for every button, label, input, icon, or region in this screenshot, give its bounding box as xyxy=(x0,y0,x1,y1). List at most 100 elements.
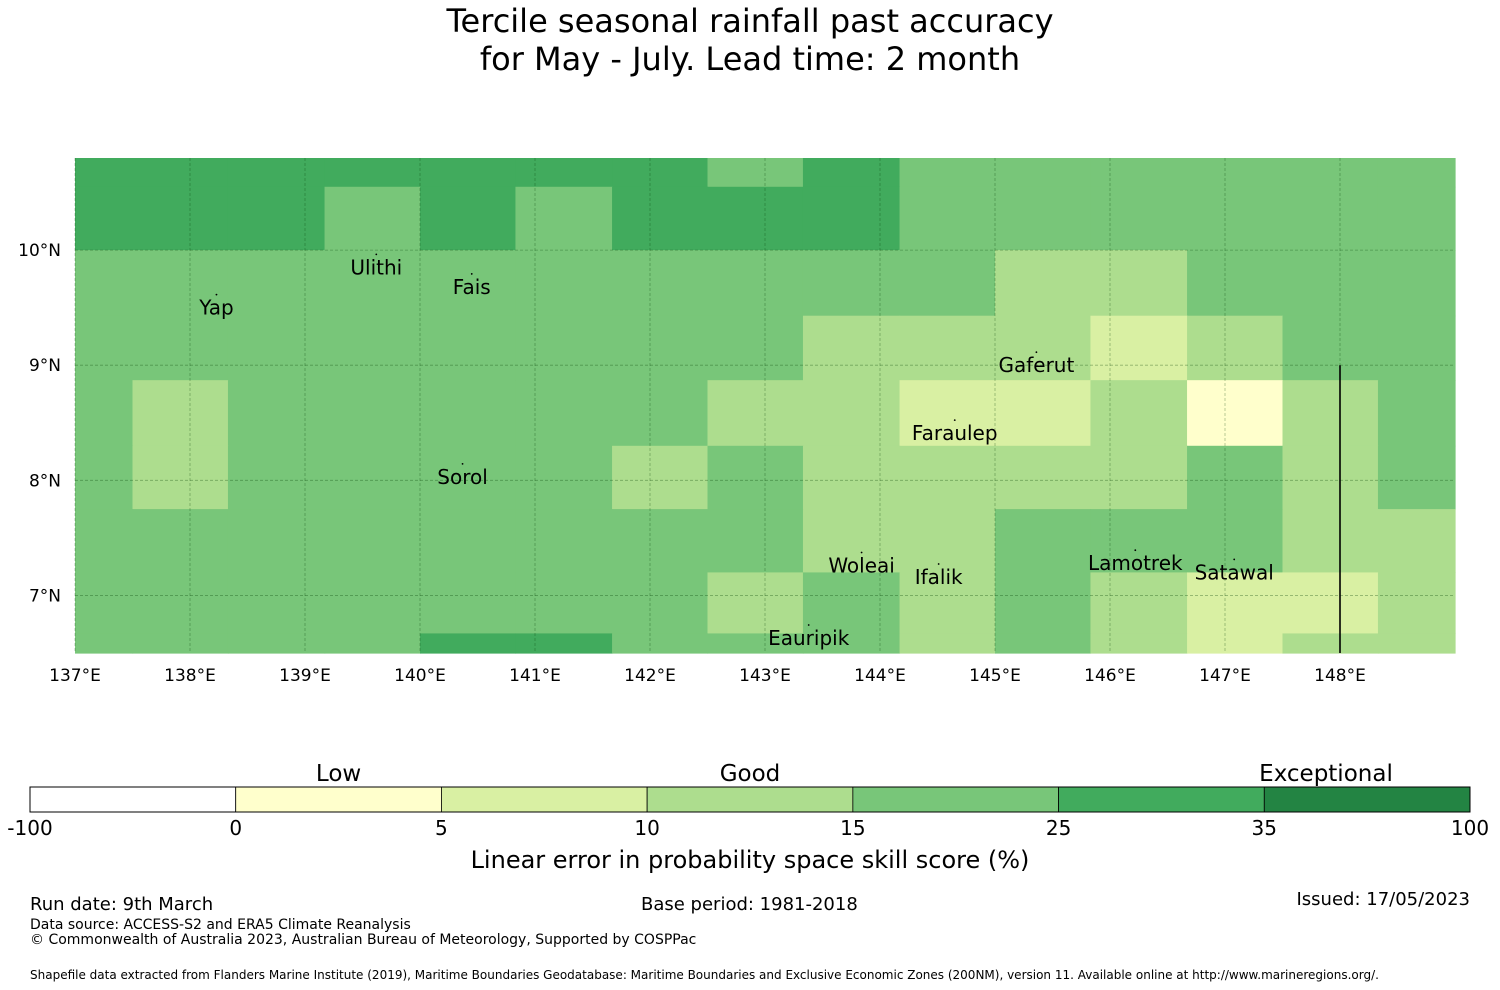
skill-cell xyxy=(612,633,709,654)
skill-cell xyxy=(132,250,229,317)
skill-cell xyxy=(1090,509,1188,574)
skill-cell xyxy=(1377,158,1456,188)
skill-cell xyxy=(420,633,517,654)
colorbar-frame xyxy=(29,786,1471,813)
skill-cell xyxy=(1187,633,1284,654)
skill-cell xyxy=(75,380,134,447)
skill-cell xyxy=(995,509,1092,574)
longitude-tick-label: 140°E xyxy=(394,666,446,686)
copyright: © Commonwealth of Australia 2023, Austra… xyxy=(30,932,697,948)
skill-cell xyxy=(324,445,421,510)
longitude-tick-label: 139°E xyxy=(279,666,331,686)
skill-cell xyxy=(227,186,326,251)
skill-cell xyxy=(707,250,804,317)
skill-cell xyxy=(899,633,996,654)
skill-cell xyxy=(899,572,996,635)
skill-cell xyxy=(324,509,421,574)
skill-cell xyxy=(515,633,613,654)
skill-cell xyxy=(515,250,613,317)
skill-cell xyxy=(1187,445,1284,510)
skill-cell xyxy=(420,509,517,574)
island-marker xyxy=(953,419,956,422)
skill-cell xyxy=(612,250,709,317)
colorbar-segment xyxy=(646,786,854,813)
skill-cell xyxy=(515,445,613,510)
skill-cell xyxy=(1187,315,1284,381)
skill-cell xyxy=(75,509,134,574)
skill-cell xyxy=(227,158,326,188)
skill-cell xyxy=(802,315,901,381)
skill-cell xyxy=(707,315,804,381)
shapefile-credit: Shapefile data extracted from Flanders M… xyxy=(30,968,1379,982)
longitude-tick-label: 138°E xyxy=(164,666,216,686)
skill-cell xyxy=(612,509,709,574)
skill-cell xyxy=(995,186,1092,251)
skill-cell xyxy=(1282,572,1379,635)
island-marker xyxy=(1233,558,1236,561)
colorbar-legend: -100 0 5 10 15 25 35 100 Low Good Exceptional Linea… xyxy=(7,761,1489,874)
skill-cell xyxy=(1090,445,1188,510)
run-date: Run date: 9th March xyxy=(30,894,214,915)
colorbar-category-label: Low xyxy=(316,761,361,787)
skill-cell xyxy=(1090,315,1188,381)
skill-cell xyxy=(1282,158,1379,188)
skill-cell xyxy=(1187,158,1284,188)
skill-cell xyxy=(324,315,421,381)
skill-cell xyxy=(802,572,901,635)
skill-cell xyxy=(515,380,613,447)
latitude-tick-label: 10°N xyxy=(18,241,61,261)
skill-cell xyxy=(995,633,1092,654)
skill-cell xyxy=(324,380,421,447)
skill-cell xyxy=(515,315,613,381)
skill-cell xyxy=(1282,315,1379,381)
island-label: Ulithi xyxy=(350,255,402,279)
skill-cell xyxy=(75,315,134,381)
skill-cell xyxy=(707,186,804,251)
colorbar-tick-label: 15 xyxy=(840,816,865,840)
skill-cell xyxy=(1187,572,1284,635)
skill-cell xyxy=(612,158,709,188)
colorbar-tick-label: 5 xyxy=(435,816,448,840)
skill-cell xyxy=(802,445,901,510)
skill-cell xyxy=(612,186,709,251)
skill-map: 137°E 138°E 139°E 140°E 141°E 142°E 143°E 144°E… xyxy=(7,158,1489,874)
skill-cell xyxy=(707,633,804,654)
skill-cell xyxy=(995,380,1092,447)
island-marker xyxy=(375,253,378,256)
skill-cell xyxy=(899,445,996,510)
skill-cell xyxy=(227,509,326,574)
skill-cell xyxy=(899,315,996,381)
colorbar-segment xyxy=(852,786,1059,813)
skill-cell xyxy=(995,158,1092,188)
skill-cell xyxy=(1090,158,1188,188)
skill-cell xyxy=(132,186,229,251)
skill-cell xyxy=(995,572,1092,635)
skill-cell xyxy=(75,158,134,188)
skill-cell xyxy=(227,633,326,654)
base-period: Base period: 1981-2018 xyxy=(641,894,858,915)
skill-cell xyxy=(420,572,517,635)
skill-cell xyxy=(1282,509,1379,574)
skill-cell xyxy=(1090,250,1188,317)
latitude-axis: 10°N 9°N 8°N 7°N xyxy=(18,241,61,606)
island-marker xyxy=(461,462,464,465)
colorbar-tick-label: 0 xyxy=(229,816,242,840)
island-label: Woleai xyxy=(828,554,895,578)
skill-cell xyxy=(1377,572,1456,635)
skill-cell xyxy=(612,315,709,381)
skill-cell xyxy=(802,158,901,188)
skill-cell xyxy=(324,633,421,654)
skill-cell xyxy=(1090,380,1188,447)
skill-cell xyxy=(1377,250,1456,317)
skill-cell xyxy=(324,250,421,317)
skill-cell xyxy=(802,380,901,447)
skill-cell xyxy=(899,380,996,447)
latitude-tick-label: 9°N xyxy=(29,356,61,376)
skill-cell xyxy=(75,633,134,654)
skill-cell xyxy=(132,509,229,574)
colorbar-segment xyxy=(1263,786,1471,813)
skill-cell xyxy=(420,186,517,251)
skill-cell xyxy=(995,445,1092,510)
longitude-tick-label: 137°E xyxy=(49,666,101,686)
island-label: Fais xyxy=(453,275,491,299)
